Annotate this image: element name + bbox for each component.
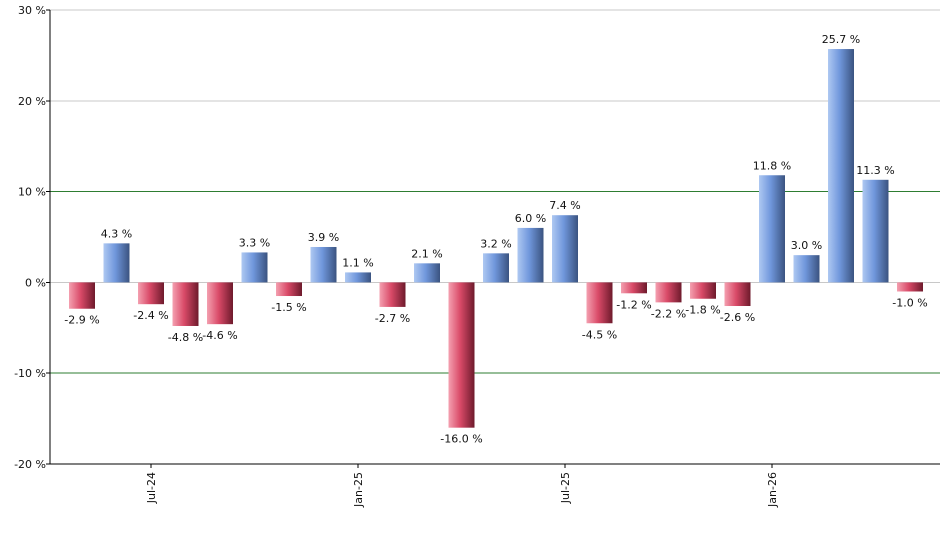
bar bbox=[172, 282, 199, 326]
data-labels: -2.9 % 4.3 % -2.4 %-4.8 % -4.6 % 3.3 % -1.5 %… bbox=[64, 33, 927, 446]
data-label: 11.8 % bbox=[753, 159, 791, 172]
data-label: -1.2 % bbox=[616, 298, 651, 311]
data-label: 11.3 % bbox=[856, 164, 894, 177]
bar bbox=[310, 246, 337, 283]
bar bbox=[862, 179, 889, 283]
bar bbox=[103, 243, 130, 283]
x-tick-label: Jul-24 bbox=[145, 472, 158, 504]
y-tick-label: 0 % bbox=[25, 276, 46, 289]
y-tick-label: 20 % bbox=[18, 95, 46, 108]
bar bbox=[483, 253, 509, 283]
data-label: -2.4 % bbox=[133, 309, 168, 322]
axes: -20 % -10 % 0 % 10 % 20 % 30 % Jul-24 Jan-25 Jul… bbox=[14, 4, 940, 508]
bar bbox=[207, 282, 233, 325]
data-label: -1.5 % bbox=[271, 301, 306, 314]
bar bbox=[621, 282, 647, 294]
data-label: 7.4 % bbox=[549, 199, 580, 212]
bar bbox=[448, 282, 475, 428]
bar bbox=[793, 255, 820, 283]
data-label: 2.1 % bbox=[411, 247, 442, 260]
bar bbox=[241, 252, 268, 283]
bar bbox=[345, 272, 371, 283]
bar bbox=[69, 282, 95, 309]
data-label: 1.1 % bbox=[342, 256, 373, 269]
data-label: -2.7 % bbox=[375, 312, 410, 325]
data-label: -4.6 % bbox=[202, 329, 237, 342]
data-label: -1.0 % bbox=[892, 296, 927, 309]
bar bbox=[379, 282, 406, 307]
bar bbox=[586, 282, 613, 324]
data-label: -2.6 % bbox=[720, 311, 755, 324]
bar bbox=[759, 175, 785, 283]
x-tick-label: Jan-26 bbox=[766, 472, 779, 508]
x-tick-label: Jan-25 bbox=[352, 472, 365, 508]
bar bbox=[724, 282, 751, 307]
data-label: 3.9 % bbox=[308, 231, 339, 244]
bar bbox=[138, 282, 164, 305]
bars bbox=[69, 49, 923, 428]
data-label: 3.3 % bbox=[239, 236, 270, 249]
bar bbox=[828, 49, 854, 283]
data-label: -4.8 % bbox=[168, 331, 203, 344]
data-label: -16.0 % bbox=[440, 433, 482, 446]
bar bbox=[655, 282, 682, 303]
y-tick-label: 10 % bbox=[18, 186, 46, 199]
bar bbox=[517, 227, 544, 283]
data-label: -2.2 % bbox=[651, 307, 686, 320]
bar bbox=[690, 282, 716, 299]
bar bbox=[414, 263, 440, 283]
bar bbox=[897, 282, 923, 292]
y-tick-label: -20 % bbox=[14, 458, 46, 471]
data-label: -1.8 % bbox=[685, 304, 720, 317]
bar bbox=[276, 282, 302, 297]
data-label: 3.0 % bbox=[791, 239, 822, 252]
bar bbox=[552, 215, 578, 283]
data-label: 6.0 % bbox=[515, 212, 546, 225]
data-label: -4.5 % bbox=[582, 328, 617, 341]
y-tick-label: 30 % bbox=[18, 4, 46, 17]
x-tick-label: Jul-25 bbox=[559, 472, 572, 504]
y-tick-label: -10 % bbox=[14, 367, 46, 380]
data-label: 25.7 % bbox=[822, 33, 860, 46]
data-label: 3.2 % bbox=[480, 237, 511, 250]
data-label: 4.3 % bbox=[101, 227, 132, 240]
data-label: -2.9 % bbox=[64, 314, 99, 327]
